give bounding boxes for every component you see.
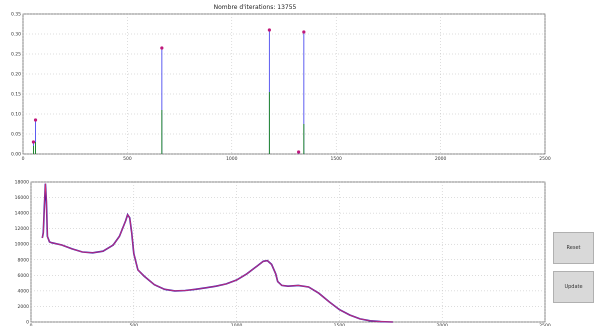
- y-tick-label: 14000: [15, 211, 29, 217]
- update-button[interactable]: Update: [553, 271, 594, 303]
- x-tick-label: 2500: [539, 323, 551, 326]
- reset-button[interactable]: Reset: [553, 232, 594, 264]
- x-tick-label: 2000: [436, 323, 448, 326]
- y-tick-label: 0.05: [11, 132, 21, 138]
- y-tick-label: 0.10: [11, 112, 21, 118]
- x-tick-label: 2500: [539, 156, 551, 162]
- peak-point: [302, 30, 306, 34]
- peak-point: [160, 46, 164, 50]
- y-tick-label: 6000: [18, 273, 30, 279]
- peak-chart: 0 500 1000 1500 2000 2500 0.00 0.05 0.10 0.15 0.20…: [11, 12, 551, 163]
- x-tick-label: 1500: [334, 323, 346, 326]
- x-tick-label: 0: [30, 323, 33, 326]
- x-tick-label: 500: [123, 156, 132, 162]
- y-tick-label: 0.25: [11, 52, 21, 58]
- y-tick-label: 0.15: [11, 92, 21, 98]
- y-tick-label: 0.00: [11, 152, 21, 158]
- x-tick-label: 1000: [226, 156, 238, 162]
- plot-frame: [22, 13, 546, 155]
- y-tick-label: 2000: [18, 304, 30, 310]
- plot-frame: [30, 181, 546, 323]
- peak-point: [31, 140, 36, 144]
- peak-point: [33, 118, 38, 122]
- x-tick-label: 2000: [435, 156, 447, 162]
- y-tick-label: 0: [26, 320, 29, 326]
- y-tick-label: 0.30: [11, 32, 21, 38]
- y-tick-label: 0.35: [11, 12, 21, 18]
- x-tick-label: 500: [130, 323, 139, 326]
- y-tick-label: 10000: [15, 242, 29, 248]
- y-tick-label: 0.20: [11, 72, 21, 78]
- peak-point: [267, 28, 271, 32]
- y-tick-label: 16000: [15, 195, 29, 201]
- y-tick-label: 12000: [15, 226, 29, 232]
- peak-point: [297, 150, 301, 154]
- x-tick-label: 0: [22, 156, 25, 162]
- y-tick-label: 18000: [15, 180, 29, 186]
- x-tick-label: 1000: [231, 323, 243, 326]
- plot-title: Nombre d'iterations: 13755: [213, 4, 297, 11]
- y-tick-label: 8000: [18, 257, 30, 263]
- signal-line: [41, 183, 393, 323]
- x-tick-label: 1500: [330, 156, 342, 162]
- y-tick-label: 4000: [18, 288, 30, 294]
